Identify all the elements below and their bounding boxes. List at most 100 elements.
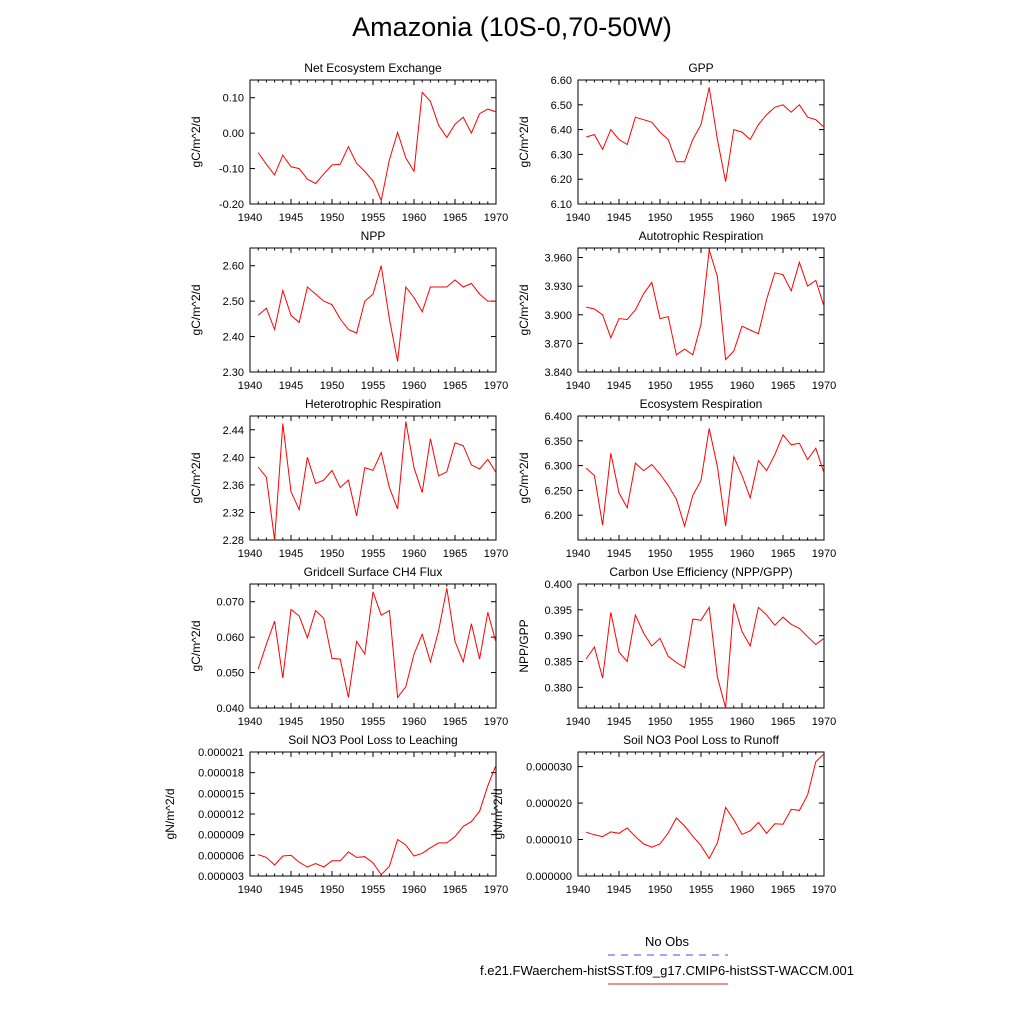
y-tick-label: 0.000021 — [198, 747, 244, 759]
series-line — [585, 603, 825, 709]
y-tick-label: 0.000009 — [198, 830, 244, 842]
x-tick-label: 1945 — [607, 212, 631, 224]
y-tick-label: 0.000012 — [198, 809, 244, 821]
y-tick-label: 6.400 — [544, 411, 572, 423]
x-tick-label: 1945 — [279, 212, 303, 224]
y-tick-label: 0.000015 — [198, 788, 244, 800]
panel: Net Ecosystem Exchange gC/m^2/d 1940 1945 19… — [189, 61, 508, 224]
y-tick-label: 2.40 — [223, 452, 244, 464]
x-tick-label: 1940 — [566, 380, 590, 392]
x-tick-label: 1940 — [566, 884, 590, 896]
x-tick-label: 1960 — [730, 716, 754, 728]
page-title: Amazonia (10S-0,70-50W) — [352, 12, 672, 42]
x-tick-label: 1960 — [402, 548, 426, 560]
y-tick-label: 2.30 — [223, 367, 244, 379]
x-tick-label: 1955 — [361, 212, 385, 224]
x-tick-label: 1955 — [689, 716, 713, 728]
y-axis-label: gC/m^2/d — [517, 285, 531, 336]
x-tick-label: 1955 — [361, 884, 385, 896]
y-axis-label: gC/m^2/d — [189, 453, 203, 504]
panel: GPP gC/m^2/d 1940 1945 1950 1955 1960 1965 1970 6… — [517, 61, 836, 224]
series-line — [586, 87, 825, 182]
panel-title: Heterotrophic Respiration — [305, 397, 441, 411]
x-tick-label: 1970 — [812, 716, 836, 728]
y-tick-label: 0.000018 — [198, 768, 244, 780]
x-tick-label: 1965 — [771, 884, 795, 896]
x-tick-label: 1945 — [607, 716, 631, 728]
x-tick-label: 1955 — [361, 380, 385, 392]
x-tick-label: 1940 — [238, 380, 262, 392]
y-tick-label: 0.395 — [544, 605, 572, 617]
x-tick-label: 1955 — [361, 548, 385, 560]
x-tick-label: 1970 — [484, 212, 508, 224]
panel: Heterotrophic Respiration gC/m^2/d 1940 194… — [189, 397, 508, 560]
plot-frame — [577, 79, 825, 205]
y-tick-label: 0.000006 — [198, 850, 244, 862]
plot-frame — [249, 415, 497, 541]
x-tick-label: 1955 — [689, 884, 713, 896]
y-axis-label: gC/m^2/d — [189, 285, 203, 336]
y-tick-label: 0.050 — [216, 668, 244, 680]
x-tick-label: 1950 — [648, 884, 672, 896]
x-tick-label: 1940 — [238, 212, 262, 224]
x-tick-label: 1945 — [279, 716, 303, 728]
y-axis-label: gC/m^2/d — [517, 453, 531, 504]
y-tick-label: 0.000030 — [526, 762, 572, 774]
x-tick-label: 1940 — [238, 548, 262, 560]
x-tick-label: 1960 — [730, 884, 754, 896]
y-tick-label: 2.36 — [223, 480, 244, 492]
x-tick-label: 1965 — [771, 380, 795, 392]
x-tick-label: 1970 — [484, 380, 508, 392]
y-tick-label: 6.350 — [544, 436, 572, 448]
plot-frame — [577, 583, 825, 709]
series-line — [258, 764, 497, 876]
x-tick-label: 1965 — [443, 884, 467, 896]
series-line — [257, 91, 497, 203]
x-tick-label: 1945 — [607, 380, 631, 392]
x-tick-label: 1940 — [566, 212, 590, 224]
x-tick-label: 1970 — [484, 716, 508, 728]
panel-title: Soil NO3 Pool Loss to Runoff — [623, 733, 780, 747]
y-tick-label: 2.44 — [223, 425, 244, 437]
panel-title: Carbon Use Efficiency (NPP/GPP) — [609, 565, 792, 579]
y-tick-label: 0.400 — [544, 579, 572, 591]
x-tick-label: 1950 — [648, 716, 672, 728]
y-tick-label: 0.390 — [544, 631, 572, 643]
x-tick-label: 1955 — [689, 548, 713, 560]
panel-title: Ecosystem Respiration — [640, 397, 763, 411]
x-tick-label: 1970 — [812, 548, 836, 560]
y-tick-label: -0.20 — [219, 199, 244, 211]
y-tick-label: 0.000003 — [198, 871, 244, 883]
plot-frame — [249, 79, 497, 205]
x-tick-label: 1950 — [320, 212, 344, 224]
y-tick-label: 3.900 — [544, 310, 572, 322]
x-tick-label: 1940 — [566, 716, 590, 728]
panel-title: Gridcell Surface CH4 Flux — [304, 565, 443, 579]
y-tick-label: 0.385 — [544, 657, 572, 669]
x-tick-label: 1960 — [402, 380, 426, 392]
y-tick-label: 0.00 — [223, 128, 244, 140]
y-tick-label: 6.250 — [544, 485, 572, 497]
x-tick-label: 1940 — [566, 548, 590, 560]
y-tick-label: 6.50 — [551, 100, 572, 112]
plot-frame — [577, 751, 825, 877]
x-tick-label: 1940 — [238, 884, 262, 896]
plot-frame — [249, 751, 497, 877]
x-tick-label: 1950 — [648, 380, 672, 392]
x-tick-label: 1960 — [402, 884, 426, 896]
y-tick-label: 2.40 — [223, 332, 244, 344]
y-tick-label: 6.200 — [544, 510, 572, 522]
x-tick-label: 1965 — [771, 548, 795, 560]
x-tick-label: 1955 — [689, 380, 713, 392]
x-tick-label: 1960 — [402, 716, 426, 728]
series-line — [585, 428, 825, 528]
y-tick-label: 0.070 — [216, 597, 244, 609]
panel: Ecosystem Respiration gC/m^2/d 1940 1945 195… — [517, 397, 836, 560]
panel: Soil NO3 Pool Loss to Leaching gN/m^2/d 19… — [163, 733, 508, 896]
y-tick-label: 2.28 — [223, 535, 244, 547]
y-axis-label: gN/m^2/d — [491, 789, 505, 840]
panel-title: Autotrophic Respiration — [639, 229, 764, 243]
y-tick-label: 6.20 — [551, 174, 572, 186]
x-tick-label: 1965 — [443, 548, 467, 560]
